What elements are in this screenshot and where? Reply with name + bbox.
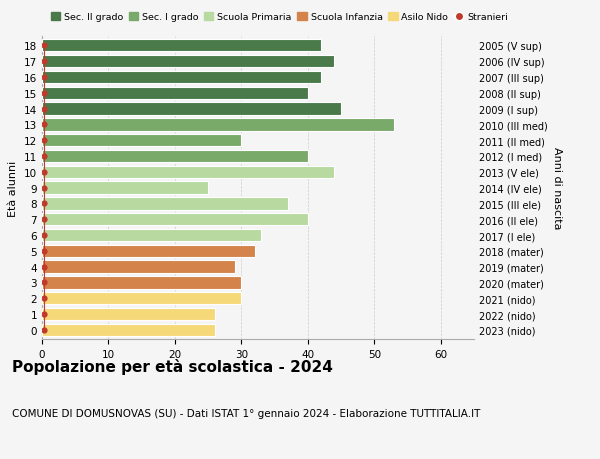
Y-axis label: Anni di nascita: Anni di nascita xyxy=(551,147,562,230)
Bar xyxy=(42,198,288,210)
Bar xyxy=(42,213,308,226)
Point xyxy=(39,311,49,318)
Bar xyxy=(42,134,241,147)
Bar xyxy=(42,72,321,84)
Point xyxy=(39,216,49,224)
Point xyxy=(39,279,49,286)
Bar xyxy=(42,151,308,163)
Point xyxy=(39,58,49,66)
Point xyxy=(39,185,49,192)
Point xyxy=(39,200,49,207)
Bar xyxy=(42,324,215,336)
Point xyxy=(39,232,49,239)
Legend: Sec. II grado, Sec. I grado, Scuola Primaria, Scuola Infanzia, Asilo Nido, Stran: Sec. II grado, Sec. I grado, Scuola Prim… xyxy=(47,9,512,26)
Bar xyxy=(42,261,235,273)
Bar xyxy=(42,40,321,52)
Point xyxy=(39,43,49,50)
Text: COMUNE DI DOMUSNOVAS (SU) - Dati ISTAT 1° gennaio 2024 - Elaborazione TUTTITALIA: COMUNE DI DOMUSNOVAS (SU) - Dati ISTAT 1… xyxy=(12,409,481,419)
Y-axis label: Età alunni: Età alunni xyxy=(8,160,19,216)
Point xyxy=(39,153,49,160)
Point xyxy=(39,169,49,176)
Bar xyxy=(42,166,334,179)
Bar xyxy=(42,182,208,194)
Bar xyxy=(42,245,254,257)
Point xyxy=(39,137,49,145)
Bar xyxy=(42,56,334,68)
Point xyxy=(39,121,49,129)
Bar xyxy=(42,103,341,116)
Point xyxy=(39,326,49,334)
Bar xyxy=(42,230,262,242)
Point xyxy=(39,247,49,255)
Bar xyxy=(42,292,241,305)
Point xyxy=(39,295,49,302)
Bar xyxy=(42,308,215,320)
Bar xyxy=(42,87,308,100)
Text: Popolazione per età scolastica - 2024: Popolazione per età scolastica - 2024 xyxy=(12,358,333,374)
Bar xyxy=(42,119,394,131)
Point xyxy=(39,263,49,271)
Point xyxy=(39,90,49,97)
Point xyxy=(39,106,49,113)
Bar xyxy=(42,277,241,289)
Point xyxy=(39,74,49,81)
